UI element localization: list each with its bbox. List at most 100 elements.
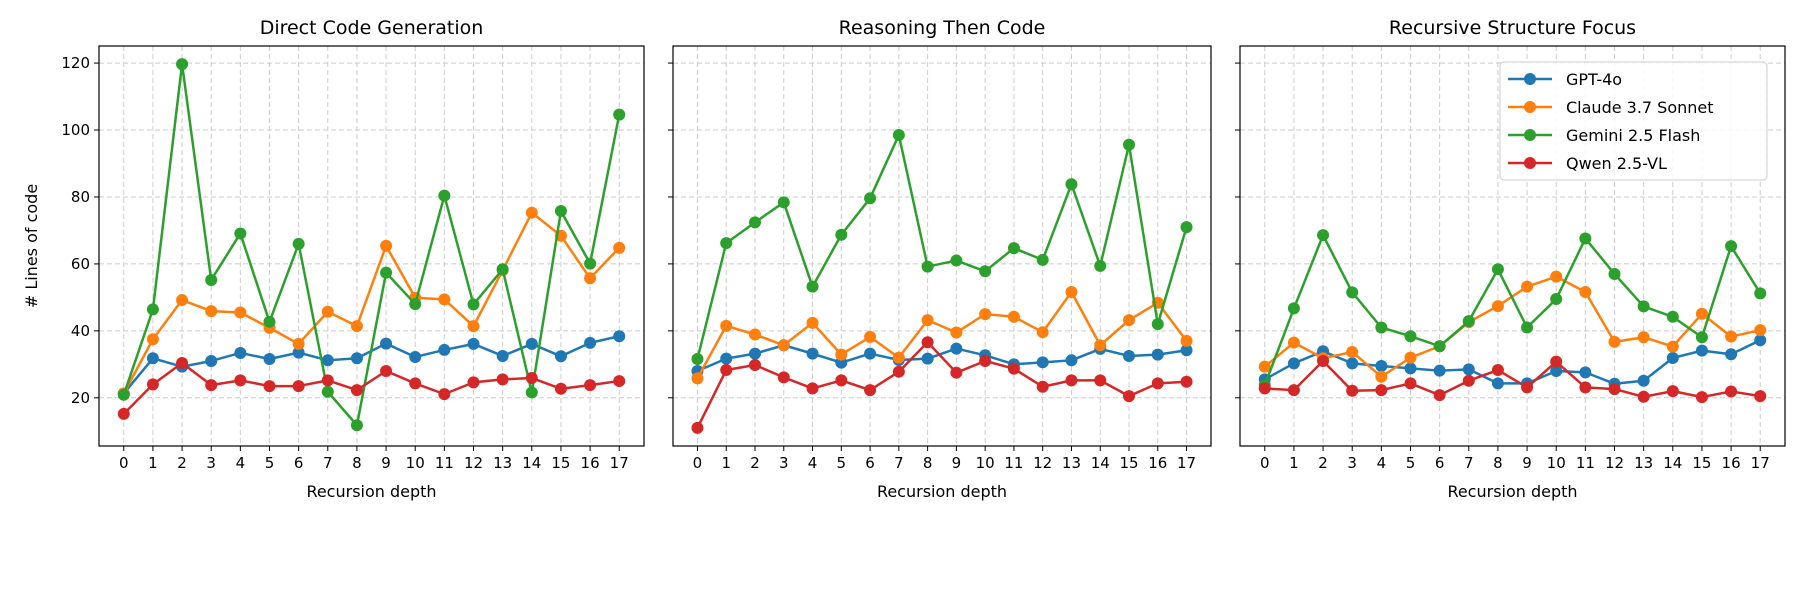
data-point — [467, 376, 480, 389]
x-tick-label: 4 — [808, 454, 818, 472]
legend-label: Gemini 2.5 Flash — [1566, 126, 1700, 145]
data-point — [1151, 348, 1164, 361]
x-tick-label: 13 — [1062, 454, 1081, 472]
data-point — [1123, 314, 1136, 327]
data-point — [321, 305, 334, 318]
legend-label: Qwen 2.5-VL — [1566, 154, 1667, 173]
data-point — [350, 320, 363, 333]
data-point — [1258, 382, 1271, 395]
x-tick-label: 14 — [1663, 454, 1682, 472]
data-point — [1462, 363, 1475, 376]
x-tick-label: 12 — [1033, 454, 1052, 472]
data-point — [1180, 221, 1193, 234]
data-point — [1346, 345, 1359, 358]
data-point — [1346, 286, 1359, 299]
data-point — [1180, 344, 1193, 357]
y-tick-label: 80 — [71, 188, 90, 206]
x-tick-label: 13 — [493, 454, 512, 472]
data-point — [584, 257, 597, 270]
data-point — [263, 380, 276, 393]
data-point — [263, 352, 276, 365]
data-point — [1754, 324, 1767, 337]
data-point — [777, 371, 790, 384]
data-point — [1491, 300, 1504, 313]
data-point — [1637, 374, 1650, 387]
legend-label: GPT-4o — [1566, 70, 1622, 89]
x-tick-label: 6 — [865, 454, 875, 472]
data-point — [380, 266, 393, 279]
data-point — [864, 384, 877, 397]
data-point — [1491, 377, 1504, 390]
data-point — [1151, 318, 1164, 331]
x-tick-label: 2 — [1318, 454, 1328, 472]
data-point — [1637, 300, 1650, 313]
data-point — [496, 349, 509, 362]
data-point — [1287, 302, 1300, 315]
x-axis-label: Recursion depth — [1447, 482, 1577, 501]
x-tick-label: 0 — [1260, 454, 1270, 472]
data-point — [720, 352, 733, 365]
data-point — [950, 254, 963, 267]
data-point — [1094, 259, 1107, 272]
data-point — [806, 280, 819, 293]
data-point — [1608, 267, 1621, 280]
data-point — [205, 379, 218, 392]
x-axis-label: Recursion depth — [306, 482, 436, 501]
x-tick-label: 2 — [177, 454, 187, 472]
data-point — [921, 260, 934, 273]
x-tick-label: 0 — [693, 454, 703, 472]
subplot-title: Direct Code Generation — [260, 17, 484, 39]
data-point — [438, 388, 451, 401]
data-point — [691, 372, 704, 385]
x-tick-label: 8 — [1493, 454, 1503, 472]
data-point — [864, 330, 877, 343]
data-point — [1550, 270, 1563, 283]
data-point — [1007, 310, 1020, 323]
legend: GPT-4o Claude 3.7 Sonnet Gemini 2.5 Flash Q… — [1499, 61, 1768, 181]
data-point — [1725, 385, 1738, 398]
data-point — [835, 348, 848, 361]
data-point — [1550, 355, 1563, 368]
data-point — [1491, 364, 1504, 377]
data-point — [864, 347, 877, 360]
legend-marker — [1524, 157, 1536, 169]
data-point — [1007, 362, 1020, 375]
x-tick-label: 3 — [1347, 454, 1357, 472]
data-point — [613, 330, 626, 343]
data-point — [205, 273, 218, 286]
data-point — [1180, 334, 1193, 347]
data-point — [467, 320, 480, 333]
data-point — [1287, 357, 1300, 370]
data-point — [1666, 385, 1679, 398]
data-point — [1608, 383, 1621, 396]
data-point — [748, 347, 761, 360]
data-point — [146, 303, 159, 316]
data-point — [1579, 286, 1592, 299]
data-point — [1065, 286, 1078, 299]
data-point — [1065, 374, 1078, 387]
data-point — [1666, 310, 1679, 323]
x-tick-label: 3 — [779, 454, 789, 472]
x-tick-label: 11 — [1576, 454, 1595, 472]
data-point — [748, 216, 761, 229]
x-tick-label: 17 — [1177, 454, 1196, 472]
data-point — [584, 379, 597, 392]
data-point — [1433, 389, 1446, 402]
data-point — [1404, 330, 1417, 343]
data-point — [748, 328, 761, 341]
data-point — [1550, 365, 1563, 378]
subplot-title: Recursive Structure Focus — [1389, 17, 1636, 39]
data-point — [691, 352, 704, 365]
data-point — [1521, 280, 1534, 293]
data-point — [409, 350, 422, 363]
data-point — [1287, 336, 1300, 349]
x-tick-label: 4 — [1377, 454, 1387, 472]
data-point — [720, 319, 733, 332]
data-point — [1433, 364, 1446, 377]
data-point — [496, 263, 509, 276]
data-point — [321, 354, 334, 367]
data-point — [176, 294, 189, 307]
data-point — [234, 346, 247, 359]
